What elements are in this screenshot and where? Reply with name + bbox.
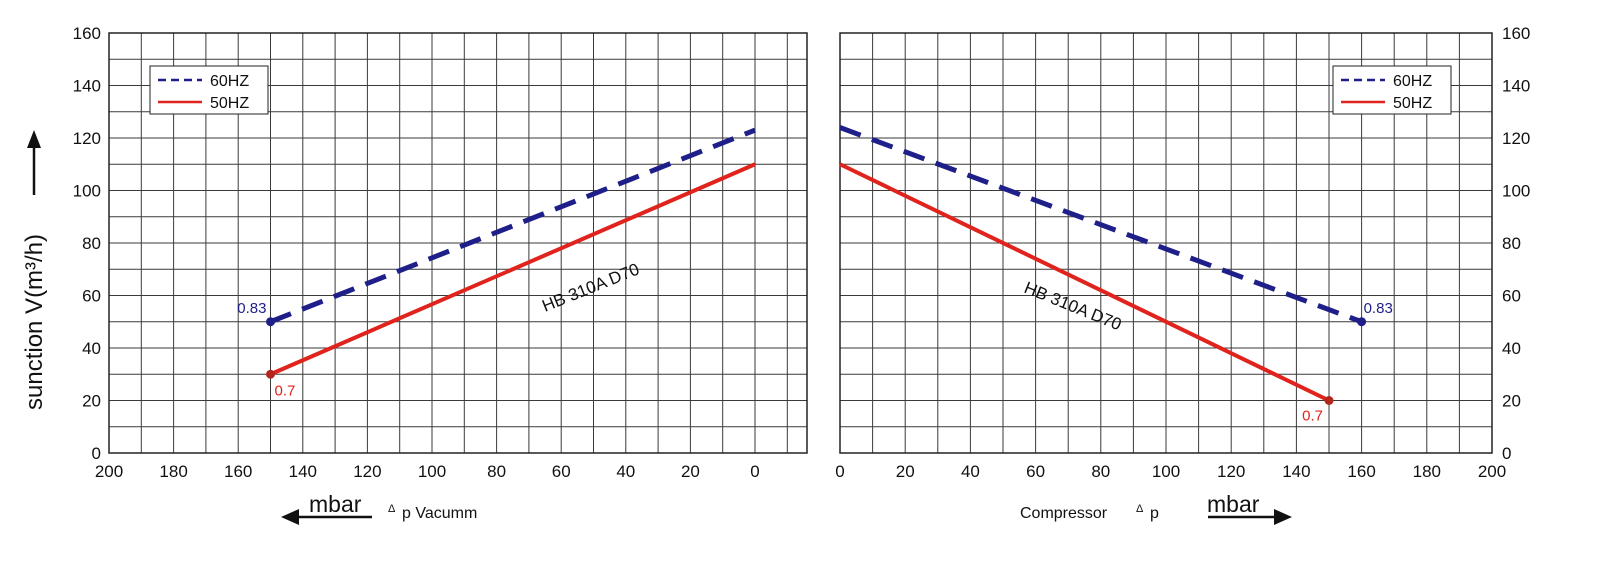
y-tick-label: 100 bbox=[1502, 182, 1530, 201]
x-tick-label: 80 bbox=[487, 462, 506, 481]
legend-label-50hz: 50HZ bbox=[1393, 95, 1432, 112]
x-tick-label: 40 bbox=[616, 462, 635, 481]
x-axis-arrowhead bbox=[281, 509, 299, 525]
plot-frame bbox=[108, 32, 808, 454]
x-tick-label: 20 bbox=[896, 462, 915, 481]
y-tick-label: 120 bbox=[73, 129, 101, 148]
y-tick-label: 60 bbox=[82, 287, 101, 306]
series-end-label: 0.83 bbox=[237, 300, 266, 317]
y-tick-label: 140 bbox=[73, 77, 101, 96]
series-end-label: 0.7 bbox=[1302, 408, 1323, 425]
y-tick-label: 40 bbox=[82, 339, 101, 358]
series-endpoint-50hz bbox=[1324, 396, 1334, 405]
x-axis-label: p Vacumm bbox=[402, 505, 477, 522]
x-axis-unit: mbar bbox=[309, 491, 362, 517]
x-tick-label: 100 bbox=[418, 462, 446, 481]
compressor-chart: 0 20 40 60 80 100 120 140 160 0 20 40 60 80 100 120 140 1… bbox=[835, 24, 1530, 525]
y-tick-label: 120 bbox=[1502, 129, 1530, 148]
series-endpoint-60hz bbox=[266, 317, 275, 327]
y-tick-label: 0 bbox=[1502, 444, 1511, 463]
y-tick-label: 140 bbox=[1502, 77, 1530, 96]
x-tick-label: 60 bbox=[552, 462, 571, 481]
y-axis-arrowhead bbox=[27, 130, 41, 148]
grid bbox=[839, 32, 1493, 454]
legend-box bbox=[1332, 65, 1452, 115]
legend-label-60hz: 60HZ bbox=[1393, 73, 1432, 90]
y-tick-label: 60 bbox=[1502, 287, 1521, 306]
x-tick-label: 140 bbox=[289, 462, 317, 481]
legend: 60HZ 50HZ bbox=[1332, 65, 1452, 115]
x-tick-label: 160 bbox=[1347, 462, 1375, 481]
y-tick-label: 40 bbox=[1502, 339, 1521, 358]
legend-label-50hz: 50HZ bbox=[210, 95, 249, 112]
legend: 60HZ 50HZ bbox=[149, 65, 269, 115]
x-tick-label: 80 bbox=[1091, 462, 1110, 481]
series-line-50hz bbox=[269, 162, 756, 377]
x-tick-label: 20 bbox=[681, 462, 700, 481]
curve-annotation: HB 310A D70 bbox=[539, 260, 642, 316]
series-line-60hz bbox=[269, 127, 756, 325]
series-line-50hz bbox=[839, 162, 1330, 403]
y-tick-label: 160 bbox=[73, 24, 101, 43]
x-tick-label: 60 bbox=[1026, 462, 1045, 481]
x-axis-arrowhead bbox=[1274, 509, 1292, 525]
x-tick-label: 160 bbox=[224, 462, 252, 481]
y-axis-label: sunction V(m³/h) bbox=[21, 234, 48, 410]
series-end-label: 0.7 bbox=[275, 382, 296, 399]
x-axis-delta: Δ bbox=[1136, 503, 1144, 515]
x-tick-label: 180 bbox=[159, 462, 187, 481]
y-tick-label: 80 bbox=[1502, 234, 1521, 253]
y-tick-label: 80 bbox=[82, 234, 101, 253]
x-tick-label: 120 bbox=[1217, 462, 1245, 481]
series-endpoint-60hz bbox=[1357, 317, 1367, 327]
series-end-label: 0.83 bbox=[1364, 300, 1393, 317]
x-tick-label: 0 bbox=[750, 462, 759, 481]
x-axis-unit: mbar bbox=[1207, 491, 1260, 517]
y-tick-label: 100 bbox=[73, 182, 101, 201]
y-tick-label: 20 bbox=[1502, 392, 1521, 411]
x-tick-label: 100 bbox=[1152, 462, 1180, 481]
y-tick-label: 160 bbox=[1502, 24, 1530, 43]
legend-box bbox=[149, 65, 269, 115]
x-axis-label-suffix: p bbox=[1150, 505, 1159, 522]
x-tick-label: 140 bbox=[1282, 462, 1310, 481]
x-tick-label: 120 bbox=[353, 462, 381, 481]
series-line-60hz bbox=[839, 125, 1363, 325]
x-tick-label: 200 bbox=[95, 462, 123, 481]
x-axis-delta: Δ bbox=[388, 503, 396, 515]
x-tick-label: 0 bbox=[835, 462, 844, 481]
y-tick-label: 0 bbox=[92, 444, 101, 463]
series-endpoint-50hz bbox=[266, 369, 275, 379]
x-tick-label: 40 bbox=[961, 462, 980, 481]
legend-label-60hz: 60HZ bbox=[210, 73, 249, 90]
x-tick-label: 200 bbox=[1478, 462, 1506, 481]
plot-frame bbox=[839, 32, 1493, 454]
curve-annotation: HB 310A D70 bbox=[1022, 278, 1125, 334]
x-axis-label: Compressor bbox=[1020, 505, 1108, 522]
y-tick-label: 20 bbox=[82, 392, 101, 411]
x-tick-label: 180 bbox=[1413, 462, 1441, 481]
